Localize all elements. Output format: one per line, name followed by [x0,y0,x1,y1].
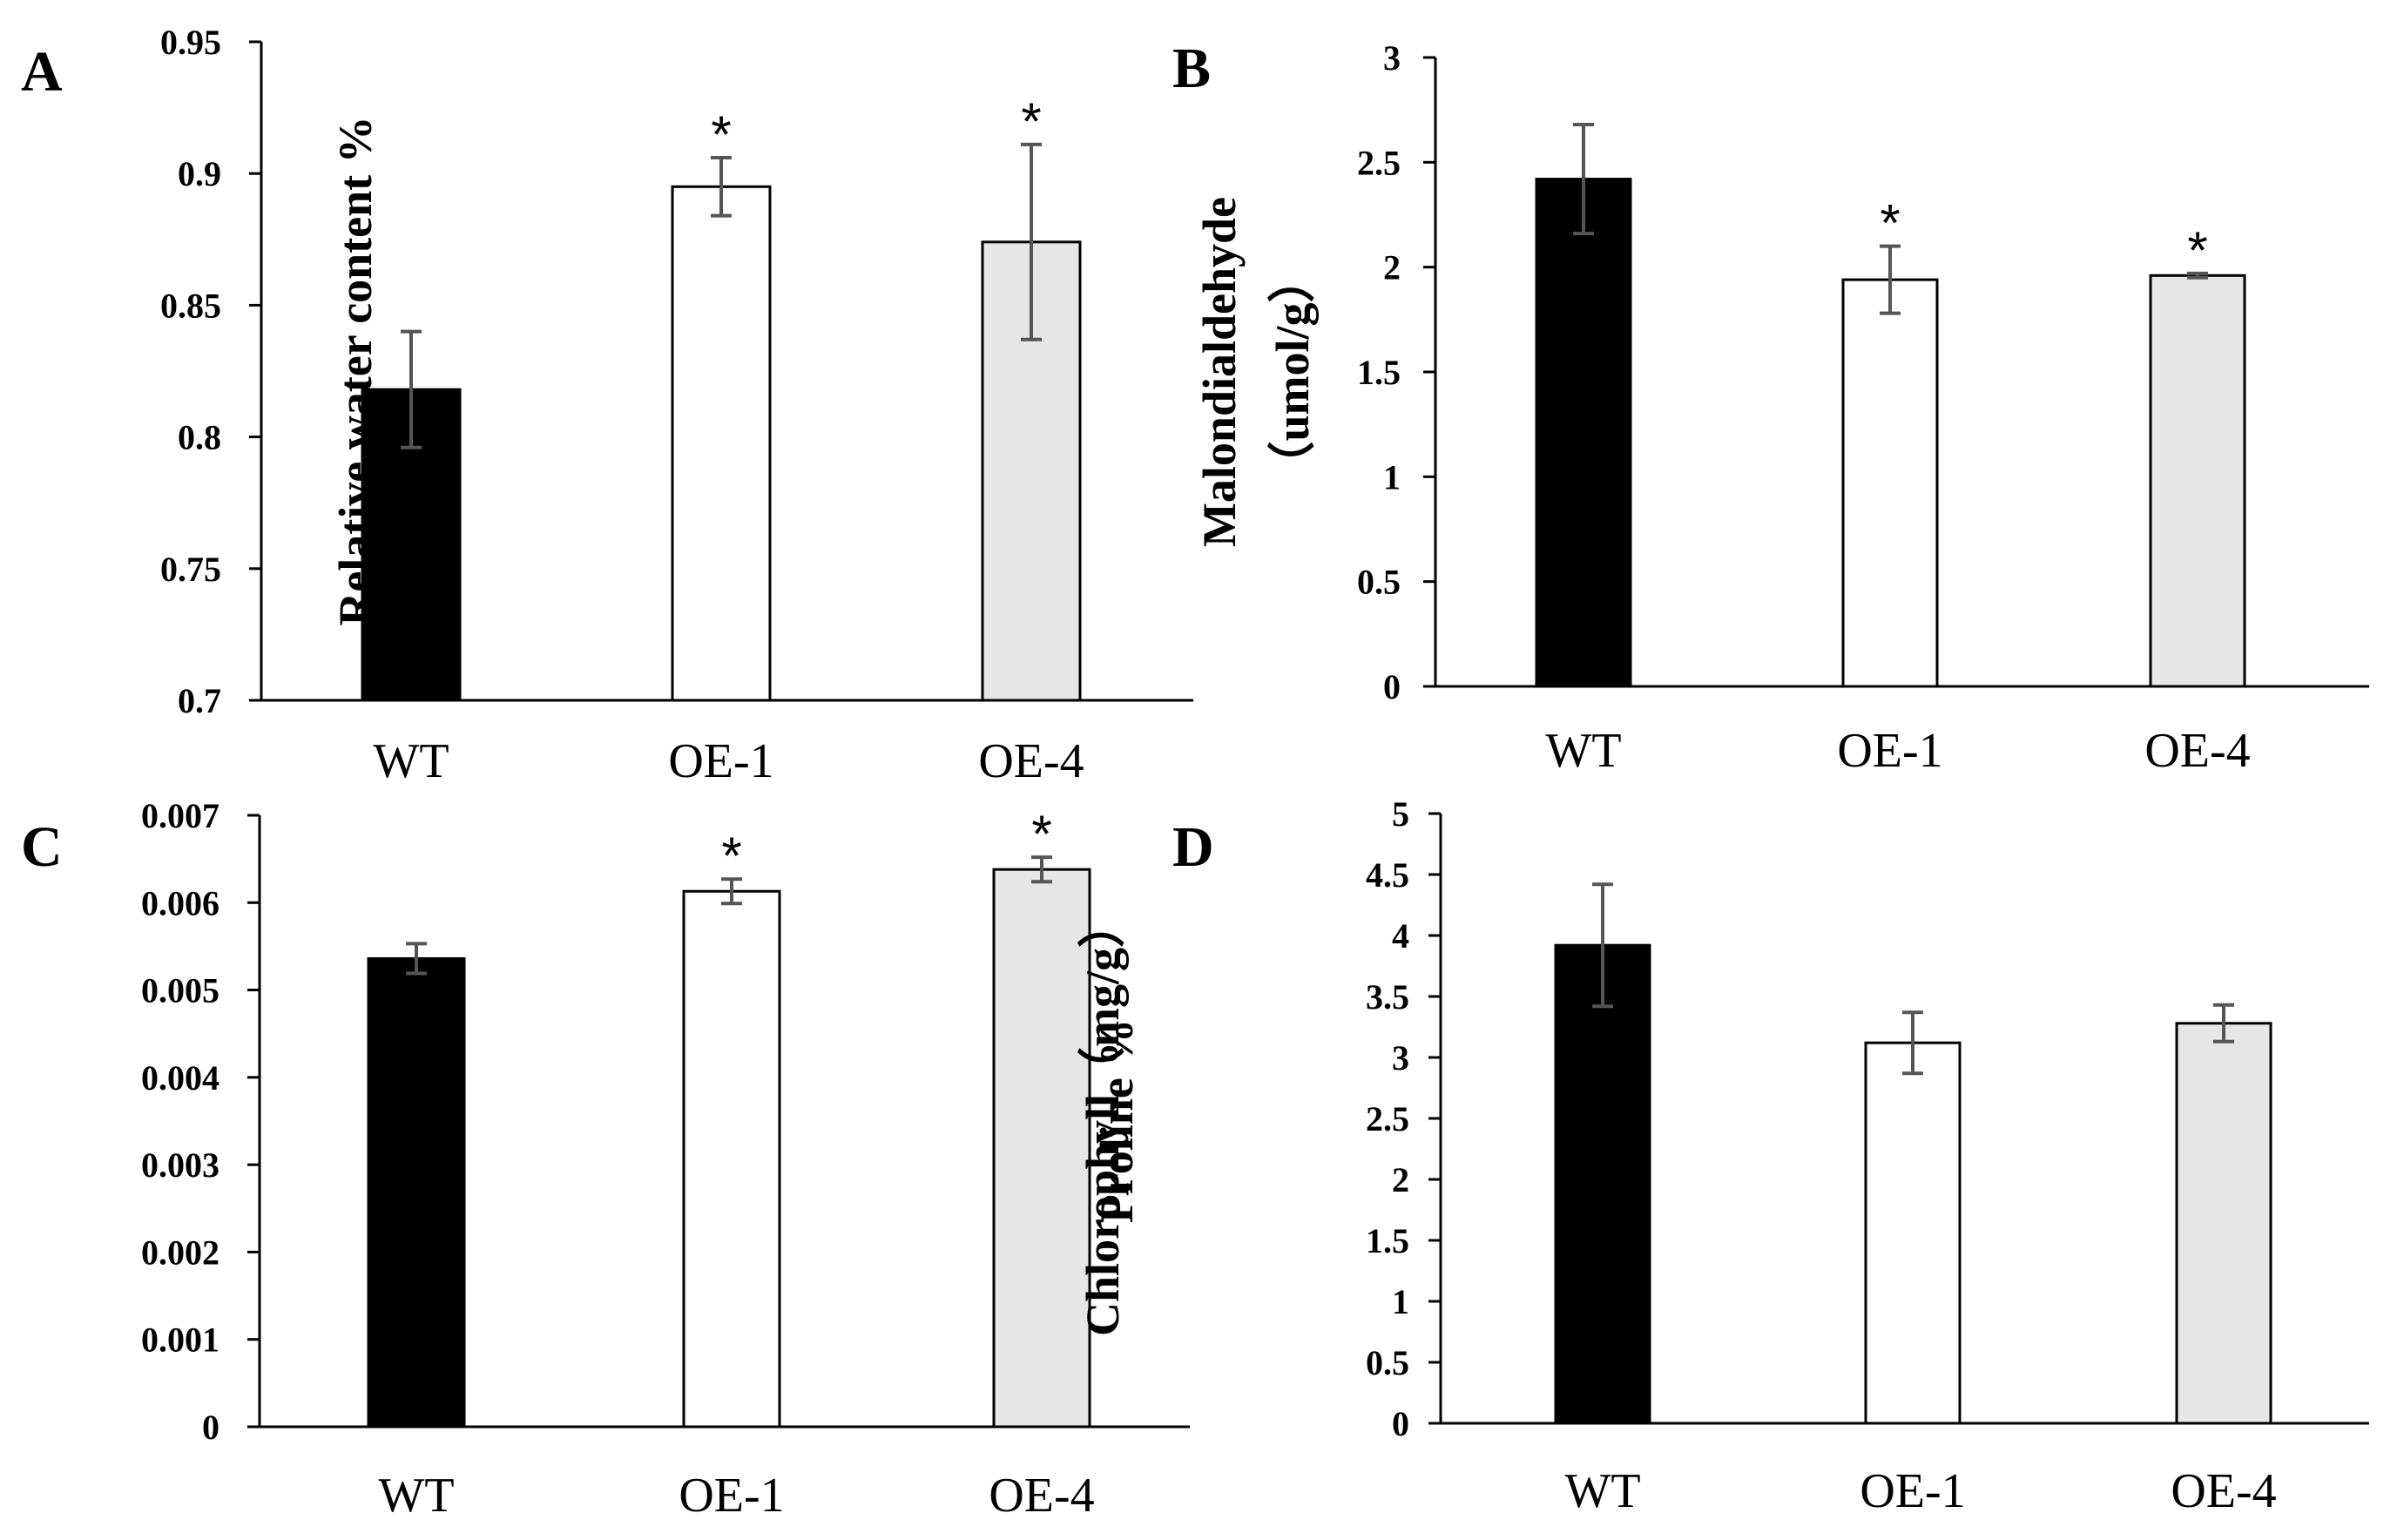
panel-a-y-tick-label: 0.75 [160,550,221,589]
panel-c-bar-oe-4 [992,868,1091,1429]
panel-d-y-tick-label: 3.5 [1366,977,1409,1017]
panel-b-category-label-wt: WT [1545,724,1621,778]
panel-a-bar-oe-1 [671,185,772,702]
panel-c-significance-oe-4: * [1031,805,1051,863]
panel-b-y-tick-label: 0.5 [1357,563,1401,602]
panel-c-y-tick-label: 0.007 [141,796,219,835]
panel-d-y-tick-label: 5 [1392,794,1409,834]
panel-a-y-tick-label: 0.9 [178,154,221,193]
panel-d-letter: D [1172,815,1214,879]
panel-d-bar-oe-1 [1864,1041,1962,1425]
panel-c-bar-oe-1 [682,889,781,1429]
panel-d-y-tick-label: 2.5 [1366,1099,1409,1138]
panel-b-category-label-oe-1: OE-1 [1837,724,1942,778]
panel-a-significance-oe-4: * [1021,92,1041,151]
panel-b-bar-wt [1535,178,1632,688]
panel-c-y-axis-title: Proline % [1091,1019,1143,1223]
panel-c-letter: C [21,815,63,879]
panel-b-significance-oe-4: * [2187,221,2207,280]
panel-d-bar-wt [1554,943,1651,1425]
panel-b-y-tick-label: 2 [1383,248,1401,287]
panel-d-y-tick-label: 1 [1392,1282,1409,1321]
panel-c-category-label-wt: WT [378,1469,454,1523]
panel-d-y-tick-label: 2 [1392,1160,1409,1199]
panel-b-bar-oe-1 [1841,278,1939,688]
panel-a-y-tick-label: 0.95 [160,23,221,62]
panel-a-category-label-oe-4: OE-4 [978,734,1084,788]
panel-d-y-tick-label: 1.5 [1366,1221,1409,1260]
panel-a-letter: A [21,40,63,104]
panel-d-category-label-oe-4: OE-4 [2171,1464,2276,1518]
panel-d-y-tick-label: 0 [1392,1404,1409,1443]
panel-d-y-tick-label: 3 [1392,1038,1409,1077]
panel-b-y-axis-title-line-1: Malondialdehyde [1193,197,1246,547]
panel-c-y-tick-label: 0.002 [141,1233,219,1272]
panel-c-y-tick-label: 0.003 [141,1145,219,1185]
panel-d-y-tick-label: 4 [1392,916,1409,956]
panel-b-y-tick-label: 3 [1383,38,1401,78]
panel-c-y-tick-label: 0.005 [141,971,219,1010]
panel-a-y-tick-label: 0.7 [178,681,221,720]
panel-a-significance-oe-1: * [711,105,731,164]
panel-c-category-label-oe-4: OE-4 [989,1469,1094,1523]
panel-c-y-tick-label: 0.001 [141,1320,219,1360]
panel-a-y-tick-label: 0.8 [178,418,221,457]
panel-b-significance-oe-1: * [1880,194,1900,253]
panel-c-category-label-oe-1: OE-1 [679,1469,784,1523]
panel-a-category-label-oe-1: OE-1 [668,734,773,788]
panel-d-category-label-oe-1: OE-1 [1860,1464,1965,1518]
panel-b-bar-oe-4 [2149,274,2246,688]
panel-a-category-label-wt: WT [373,734,449,788]
panel-b-category-label-oe-4: OE-4 [2144,724,2250,778]
panel-c-bar-wt [367,956,466,1429]
panel-d-y-tick-label: 0.5 [1366,1343,1409,1382]
panel-d-y-tick-label: 4.5 [1366,855,1409,895]
panel-b-letter: B [1172,37,1211,100]
panel-a-y-tick-label: 0.85 [160,286,221,325]
panel-d-y-axis-title: Chlorophyll（mg/g） [1077,901,1129,1336]
panel-c-y-tick-label: 0.006 [141,883,219,922]
panel-b-y-tick-label: 1 [1383,457,1401,496]
panel-d-category-label-wt: WT [1564,1464,1640,1518]
panel-c-y-tick-label: 0 [202,1408,219,1447]
panel-b-y-axis-title-line-2: （umol/g） [1266,255,1319,488]
panel-b-y-tick-label: 0 [1383,667,1401,706]
panel-c-y-tick-label: 0.004 [141,1058,219,1098]
panel-b-y-tick-label: 2.5 [1357,143,1401,182]
panel-b-y-tick-label: 1.5 [1357,353,1401,392]
panel-c-significance-oe-1: * [721,827,741,885]
panel-d-bar-oe-4 [2175,1022,2272,1425]
